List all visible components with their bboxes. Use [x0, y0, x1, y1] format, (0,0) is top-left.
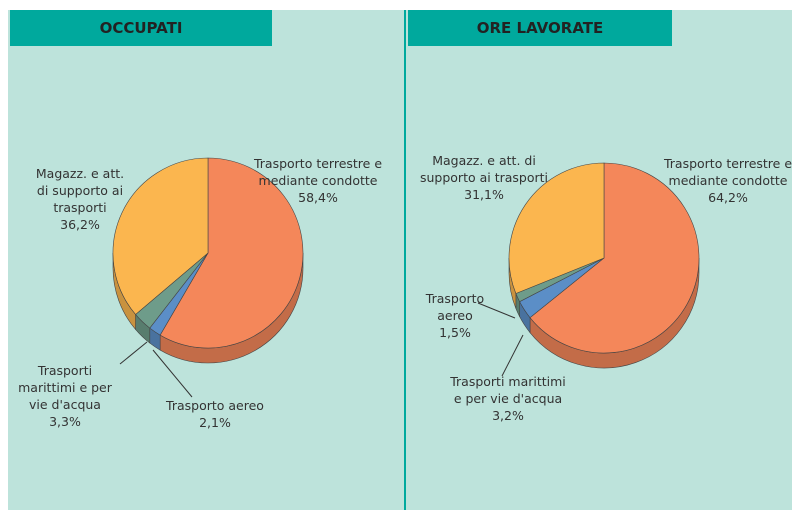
value-label: 1,5% [439, 325, 471, 340]
slice-label: Trasporto aereo 1,5% [418, 290, 493, 341]
value-label: 3,3% [49, 414, 81, 429]
slice-label: Trasporto terrestre e mediante condotte 5… [253, 155, 383, 206]
category-label: Trasporti marittimi e per vie d'acqua [450, 374, 566, 406]
value-label: 31,1% [464, 187, 504, 202]
slice-label: Trasporto terrestre e mediante condotte 6… [663, 155, 793, 206]
category-label: Trasporto terrestre e mediante condotte [663, 156, 793, 188]
slice [508, 162, 605, 294]
leader-line [477, 302, 516, 319]
panel-title: OCCUPATI [10, 10, 272, 46]
value-label: 58,4% [298, 190, 338, 205]
slice [159, 157, 304, 349]
leader-line [152, 349, 193, 398]
value-label: 64,2% [708, 190, 748, 205]
category-label: Magazz. e att. di supporto ai trasporti [35, 166, 125, 215]
category-label: Trasporto aereo [425, 291, 485, 323]
value-label: 36,2% [60, 217, 100, 232]
panel-title: ORE LAVORATE [408, 10, 672, 46]
leader-line [119, 341, 148, 365]
value-label: 3,2% [492, 408, 524, 423]
slice-label: Magazz. e att. di supporto ai trasporti 3… [30, 165, 130, 233]
slice-label: Trasporti marittimi e per vie d'acqua 3,3… [8, 362, 123, 430]
category-label: Trasporti marittimi e per vie d'acqua [18, 363, 112, 412]
slice-label: Trasporto aereo 2,1% [150, 397, 280, 431]
leader-line [501, 334, 524, 377]
slice-label: Trasporti marittimi e per vie d'acqua 3,2… [446, 373, 571, 424]
category-label: Trasporto terrestre e mediante condotte [253, 156, 383, 188]
slice [112, 157, 209, 315]
category-label: Trasporto aereo [166, 398, 264, 413]
value-label: 2,1% [199, 415, 231, 430]
slice-label: Magazz. e att. di supporto ai trasporti 3… [417, 152, 552, 203]
category-label: Magazz. e att. di supporto ai trasporti [419, 153, 549, 185]
slice [529, 162, 700, 354]
